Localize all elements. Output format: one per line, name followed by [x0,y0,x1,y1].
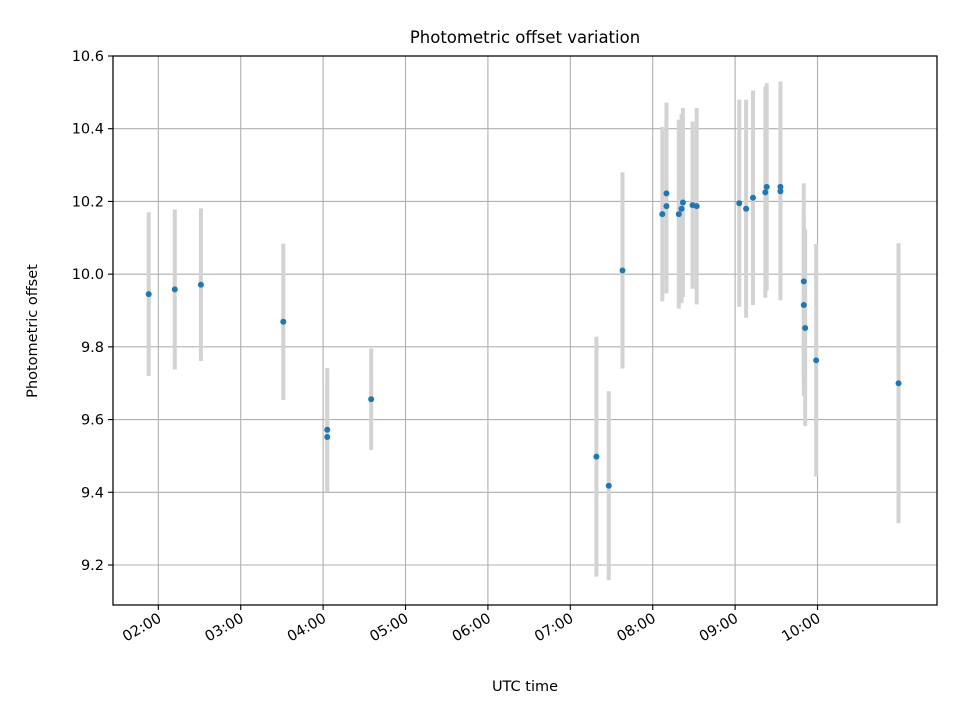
data-point [659,211,666,218]
data-point [197,281,204,288]
chart-title: Photometric offset variation [410,28,640,47]
grid-lines [113,55,937,605]
data-point [324,434,331,441]
x-axis-label: UTC time [492,679,558,695]
data-point [800,278,807,285]
y-axis-label: Photometric offset [25,264,41,398]
data-point [368,396,375,403]
data-point [763,183,770,190]
plot-frame [112,55,938,606]
data-point [675,211,682,218]
data-point [800,302,807,309]
y-tick-label: 9.4 [81,485,104,501]
data-point [663,190,670,197]
data-point [777,188,784,195]
data-point [762,189,769,196]
y-tick-label: 9.8 [81,340,104,356]
data-point [678,205,685,212]
data-point [663,203,670,210]
data-points [145,183,902,489]
y-tick-label: 10.4 [72,122,104,138]
data-point [605,482,612,489]
y-tick-label: 10.0 [72,267,104,283]
data-point [802,324,809,331]
data-point [693,203,700,210]
data-point [777,183,784,190]
data-point [736,200,743,207]
data-point [171,286,178,293]
data-point [619,267,626,274]
y-tick-label: 10.2 [72,194,104,210]
data-point [749,194,756,201]
data-point [743,205,750,212]
data-point [324,426,331,433]
y-tick-label: 10.6 [72,49,104,65]
data-point [280,318,287,325]
y-axis-ticks: 9.2 9.4 9.6 9.8 10.0 10.2 10.4 10.6 [72,49,113,574]
data-point [895,380,902,387]
y-tick-label: 9.6 [81,413,104,429]
data-point [145,291,152,298]
data-point [593,453,600,460]
y-tick-label: 9.2 [81,558,104,574]
data-point [813,357,820,364]
data-point [679,199,686,206]
